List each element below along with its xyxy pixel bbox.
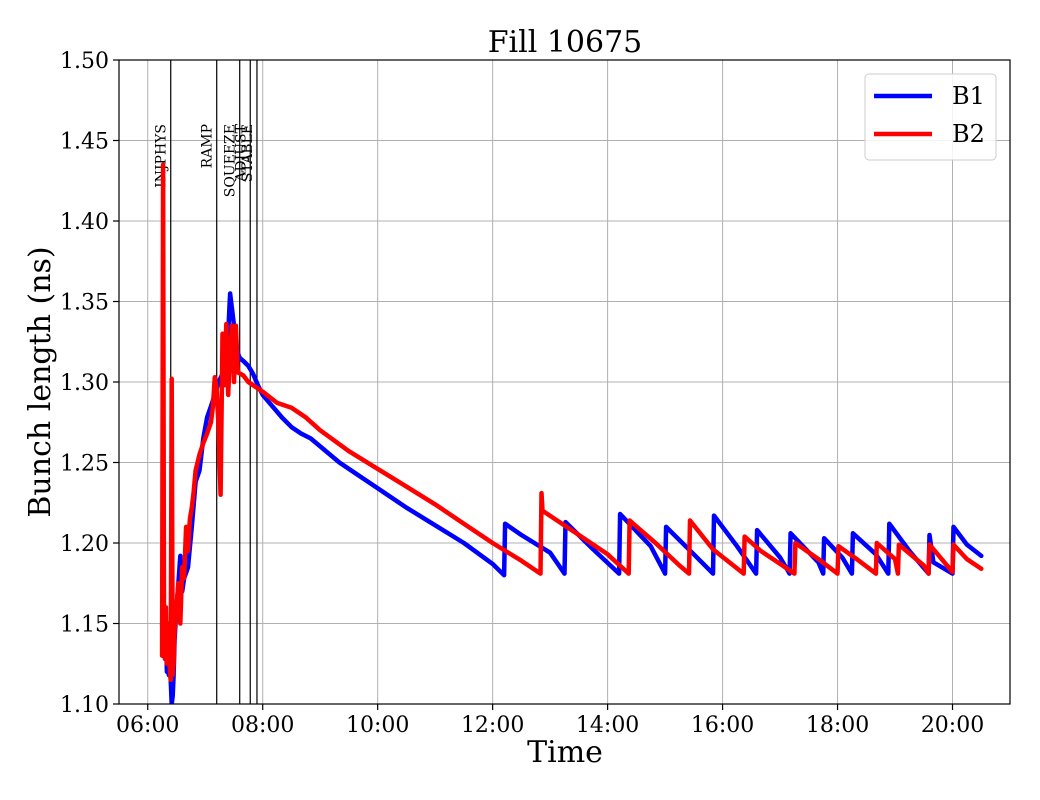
y-axis-label: Bunch length (ns) [23, 246, 58, 517]
x-tick-label: 12:00 [461, 713, 524, 738]
y-tick-label: 1.50 [60, 49, 109, 74]
y-axis-ticks: 1.10 1.15 1.20 1.25 1.30 1.35 1.40 1.45 1.50 [60, 49, 119, 718]
y-tick-label: 1.25 [60, 452, 109, 477]
series-line-b1 [159, 291, 984, 704]
y-tick-label: 1.10 [60, 693, 109, 718]
phase-label-injphys: INJPHYS [154, 124, 170, 188]
y-tick-label: 1.20 [60, 532, 109, 557]
phase-label-ramp: RAMP [200, 124, 216, 168]
x-tick-label: 06:00 [116, 713, 179, 738]
x-tick-label: 10:00 [346, 713, 409, 738]
phase-label-stable: STABLE [240, 124, 256, 182]
series-line-b2 [159, 162, 984, 683]
y-tick-label: 1.30 [60, 371, 109, 396]
x-axis-ticks: 06:00 08:00 10:00 12:00 14:00 16:00 18:00 20:00 [116, 704, 984, 738]
x-tick-label: 14:00 [576, 713, 639, 738]
legend-label-b1: B1 [952, 82, 985, 110]
x-tick-label: 18:00 [806, 713, 869, 738]
series-group [159, 162, 984, 704]
chart-title: Fill 10675 [488, 25, 643, 60]
legend-label-b2: B2 [952, 120, 985, 148]
phase-label-squeeze: SQUEEZE [223, 124, 239, 197]
y-tick-label: 1.15 [60, 613, 109, 638]
x-tick-label: 20:00 [921, 713, 984, 738]
x-axis-label: Time [527, 735, 603, 770]
y-tick-label: 1.35 [60, 291, 109, 316]
x-tick-label: 08:00 [231, 713, 294, 738]
phase-label-adjust: ADJUST [233, 123, 249, 182]
x-tick-label: 16:00 [691, 713, 754, 738]
y-tick-label: 1.40 [60, 210, 109, 235]
y-tick-label: 1.45 [60, 130, 109, 155]
